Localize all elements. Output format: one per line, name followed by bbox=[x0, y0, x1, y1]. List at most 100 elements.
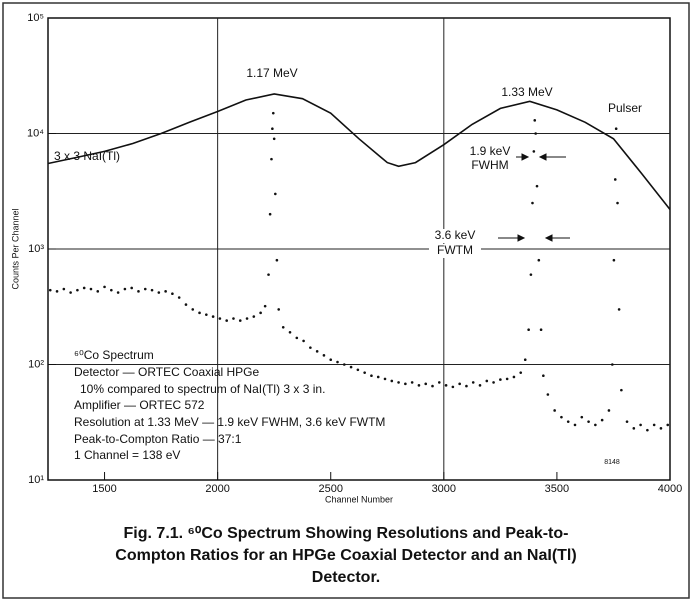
annotation: FWTM bbox=[437, 243, 473, 257]
annotation: Pulser bbox=[608, 101, 642, 115]
spectrum-point bbox=[666, 423, 670, 427]
x-tick-label: 4000 bbox=[658, 483, 682, 495]
spectrum-point bbox=[322, 354, 326, 357]
spectrum-point bbox=[76, 288, 79, 292]
spectrum-point bbox=[566, 420, 570, 423]
spectrum-point bbox=[130, 286, 133, 290]
spectrum-point bbox=[534, 132, 537, 135]
spectrum-point bbox=[519, 371, 523, 374]
spectrum-point bbox=[259, 311, 262, 315]
spectrum-point bbox=[263, 304, 267, 308]
spectrum-point bbox=[535, 184, 539, 188]
spectrum-point bbox=[471, 381, 475, 384]
spectrum-point bbox=[238, 319, 242, 322]
spectrum-point bbox=[580, 415, 584, 419]
annotation: FWHM bbox=[471, 158, 508, 172]
spectrum-point bbox=[252, 315, 256, 318]
arrow-head bbox=[544, 234, 553, 242]
spectrum-point bbox=[177, 296, 181, 299]
spectrum-point bbox=[437, 381, 441, 384]
spectrum-point bbox=[600, 418, 604, 422]
spectrum-point bbox=[529, 273, 533, 276]
arrow-head bbox=[538, 153, 547, 161]
spectrum-point bbox=[531, 201, 534, 205]
spectrum-point bbox=[376, 375, 380, 379]
spectrum-point bbox=[302, 339, 305, 343]
spectrum-point bbox=[271, 127, 274, 131]
arrows bbox=[498, 153, 570, 242]
spectrum-point bbox=[329, 358, 333, 362]
spectrum-point bbox=[533, 119, 537, 122]
spectrum-point bbox=[616, 201, 619, 205]
spectrum-point bbox=[116, 291, 120, 294]
spectrum-point bbox=[370, 374, 373, 377]
spectrum-point bbox=[397, 381, 400, 384]
caption-line: Fig. 7.1. ⁶⁰Co Spectrum Showing Resoluti… bbox=[124, 525, 569, 542]
spectrum-point bbox=[342, 363, 346, 366]
spectrum-point bbox=[89, 287, 93, 291]
spectrum-point bbox=[356, 368, 360, 372]
caption-line: Compton Ratios for an HPGe Coaxial Detec… bbox=[115, 547, 576, 564]
spectrum-point bbox=[527, 328, 530, 332]
spectrum-point bbox=[465, 384, 468, 388]
spectrum-point bbox=[383, 377, 387, 381]
spectrum-point bbox=[390, 379, 394, 383]
spectrum-point bbox=[431, 384, 434, 388]
spectrum-point bbox=[625, 420, 629, 423]
spectrum-point bbox=[82, 286, 86, 290]
spectrum-point bbox=[523, 358, 527, 362]
spectrum-point bbox=[560, 415, 563, 419]
spectrum-point bbox=[613, 178, 617, 181]
spectrum-point bbox=[277, 308, 281, 311]
spectrum-point bbox=[620, 388, 623, 392]
note-line: Detector — ORTEC Coaxial HPGe bbox=[74, 365, 259, 379]
spectrum-point bbox=[532, 150, 536, 153]
spectrum-point bbox=[512, 375, 516, 379]
label-bg bbox=[464, 145, 516, 159]
arrow-head bbox=[517, 234, 526, 242]
spectrum-point bbox=[639, 423, 642, 427]
spectrum-point bbox=[485, 379, 489, 383]
spectrum-point bbox=[295, 336, 299, 340]
spectrum-point bbox=[267, 273, 270, 276]
spectrum-point bbox=[417, 384, 421, 387]
spectrum-point bbox=[171, 292, 174, 296]
annotation: 3.6 keV bbox=[435, 228, 476, 242]
spectrum-point bbox=[587, 420, 590, 423]
y-tick-label: 10⁵ bbox=[27, 12, 44, 24]
x-tick-label: 2000 bbox=[205, 483, 229, 495]
spectrum-point bbox=[157, 291, 161, 294]
spectrum-point bbox=[539, 328, 543, 332]
spectrum-point bbox=[268, 212, 272, 216]
spectrum-point bbox=[659, 427, 663, 430]
spectrum-point bbox=[48, 288, 52, 292]
spectrum-point bbox=[225, 319, 228, 322]
spectrum-point bbox=[143, 287, 147, 291]
x-tick-label: 1500 bbox=[92, 483, 116, 495]
caption-line: Detector. bbox=[312, 569, 380, 586]
spectrum-point bbox=[542, 374, 545, 377]
spectrum-point bbox=[69, 291, 72, 294]
spectrum-point bbox=[271, 111, 275, 115]
annotation: 1.17 MeV bbox=[246, 66, 297, 80]
spectrum-point bbox=[103, 285, 106, 289]
spectrum-point bbox=[410, 381, 414, 384]
x-tick-label: 3000 bbox=[432, 483, 456, 495]
spectrum-point bbox=[499, 378, 502, 381]
note-line: Peak-to-Compton Ratio — 37:1 bbox=[74, 432, 242, 446]
spectrum-point bbox=[309, 346, 312, 349]
spectrum-point bbox=[492, 381, 495, 384]
x-tick-label: 2500 bbox=[318, 483, 342, 495]
note-line: 1 Channel = 138 eV bbox=[74, 448, 180, 462]
spectrum-point bbox=[211, 315, 215, 318]
spectrum-point bbox=[444, 384, 448, 387]
label-bg bbox=[429, 229, 481, 243]
label-bg bbox=[429, 244, 481, 258]
annotation: 1.9 keV bbox=[470, 144, 511, 158]
spectrum-point bbox=[546, 393, 550, 396]
spectrum-point bbox=[611, 363, 614, 366]
spectrum-point bbox=[62, 287, 66, 291]
note-line: Resolution at 1.33 MeV — 1.9 keV FWHM, 3… bbox=[74, 415, 385, 429]
